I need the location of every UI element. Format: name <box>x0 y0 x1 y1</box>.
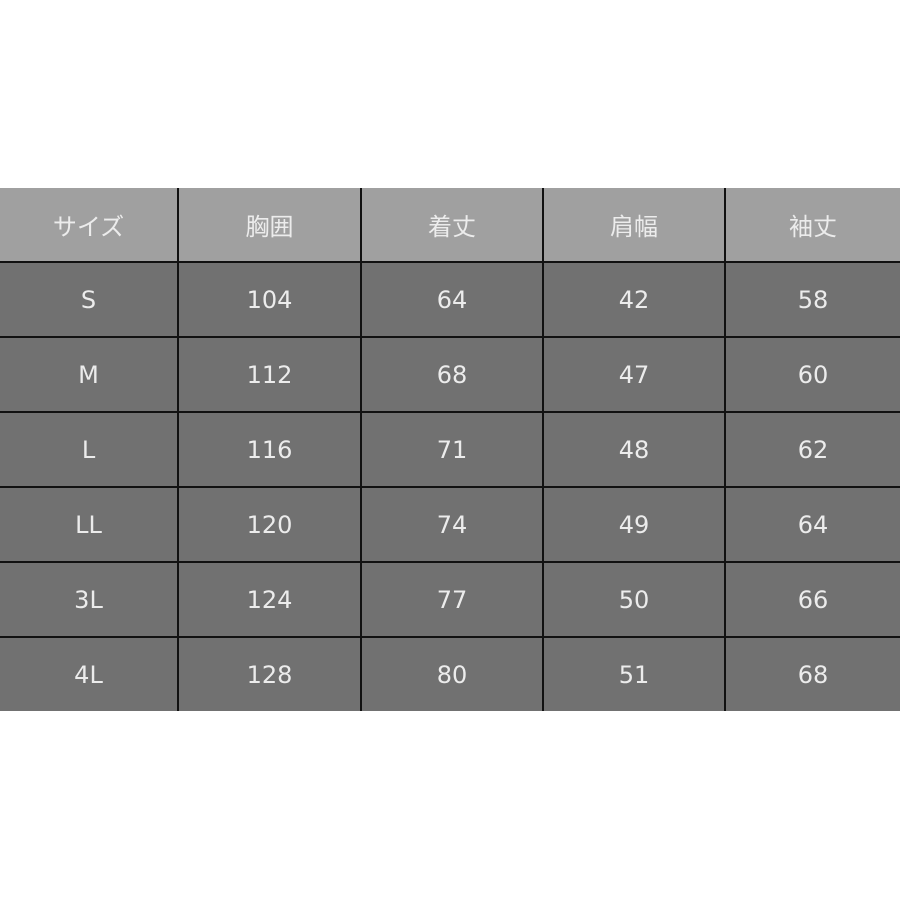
size-cell: L <box>0 411 179 488</box>
measurement-cell: 64 <box>360 261 544 338</box>
size-cell: 4L <box>0 636 179 711</box>
measurement-cell: 71 <box>360 411 544 488</box>
column-header: 胸囲 <box>177 188 362 263</box>
measurement-cell: 80 <box>360 636 544 711</box>
measurement-cell: 66 <box>724 561 900 638</box>
column-header: 袖丈 <box>724 188 900 263</box>
measurement-cell: 62 <box>724 411 900 488</box>
measurement-cell: 58 <box>724 261 900 338</box>
table-row: 3L 124 77 50 66 <box>0 561 900 638</box>
measurement-cell: 47 <box>542 336 726 413</box>
measurement-cell: 104 <box>177 261 362 338</box>
measurement-cell: 74 <box>360 486 544 563</box>
measurement-cell: 51 <box>542 636 726 711</box>
column-header: サイズ <box>0 188 179 263</box>
table-row: 4L 128 80 51 68 <box>0 636 900 711</box>
size-cell: LL <box>0 486 179 563</box>
measurement-cell: 50 <box>542 561 726 638</box>
measurement-cell: 68 <box>360 336 544 413</box>
measurement-cell: 68 <box>724 636 900 711</box>
table-row: S 104 64 42 58 <box>0 261 900 338</box>
measurement-cell: 116 <box>177 411 362 488</box>
table-row: L 116 71 48 62 <box>0 411 900 488</box>
measurement-cell: 48 <box>542 411 726 488</box>
measurement-cell: 49 <box>542 486 726 563</box>
size-chart-table: サイズ 胸囲 着丈 肩幅 袖丈 S 104 64 42 58 M 112 68 47 60 L 116 71 48… <box>0 188 900 711</box>
size-cell: S <box>0 261 179 338</box>
measurement-cell: 120 <box>177 486 362 563</box>
table-row: M 112 68 47 60 <box>0 336 900 413</box>
column-header: 着丈 <box>360 188 544 263</box>
header-row: サイズ 胸囲 着丈 肩幅 袖丈 <box>0 188 900 263</box>
measurement-cell: 112 <box>177 336 362 413</box>
measurement-cell: 64 <box>724 486 900 563</box>
size-cell: M <box>0 336 179 413</box>
measurement-cell: 42 <box>542 261 726 338</box>
measurement-cell: 124 <box>177 561 362 638</box>
measurement-cell: 77 <box>360 561 544 638</box>
size-cell: 3L <box>0 561 179 638</box>
table-row: LL 120 74 49 64 <box>0 486 900 563</box>
measurement-cell: 128 <box>177 636 362 711</box>
measurement-cell: 60 <box>724 336 900 413</box>
column-header: 肩幅 <box>542 188 726 263</box>
